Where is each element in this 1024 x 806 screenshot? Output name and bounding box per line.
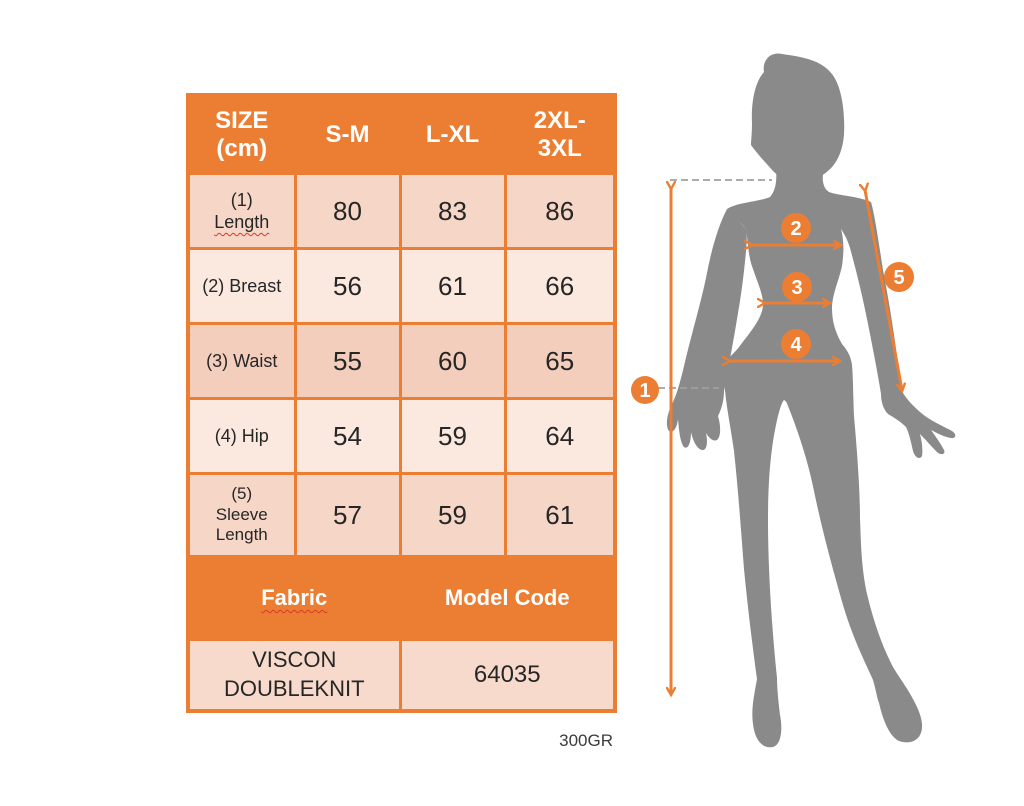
table-row-breast: (2) Breast 56 61 66 bbox=[186, 247, 617, 325]
marker-4-num: 4 bbox=[790, 334, 802, 356]
marker-1-num: 1 bbox=[639, 380, 650, 402]
hip-2xl3xl: 64 bbox=[503, 397, 617, 475]
marker-2: 2 bbox=[781, 213, 811, 243]
header-size-lxl: L-XL bbox=[398, 93, 507, 175]
weight-note: 300GR bbox=[559, 731, 613, 750]
table-band-row: Fabric Model Code bbox=[186, 555, 617, 641]
model-code-value: 64035 bbox=[398, 638, 617, 713]
table-bottom-row: VISCON DOUBLEKNIT 64035 bbox=[186, 638, 617, 713]
table-row-length: (1) Length 80 83 86 bbox=[186, 172, 617, 250]
sleeve-arrow bbox=[865, 190, 902, 390]
breast-sm: 56 bbox=[293, 247, 402, 325]
breast-2xl3xl: 66 bbox=[503, 247, 617, 325]
marker-3-num: 3 bbox=[791, 277, 802, 299]
row-label-length: (1) Length bbox=[186, 172, 297, 250]
fabric-header: Fabric bbox=[186, 555, 402, 641]
model-code-header: Model Code bbox=[398, 555, 617, 641]
row-label-breast: (2) Breast bbox=[186, 247, 297, 325]
length-lxl: 83 bbox=[398, 172, 507, 250]
row-label-sleeve-length: (5) Sleeve Length bbox=[186, 472, 297, 558]
table-header-row: SIZE (cm) S-M L-XL 2XL- 3XL bbox=[186, 93, 617, 175]
table-row-sleeve-length: (5) Sleeve Length 57 59 61 bbox=[186, 472, 617, 558]
size-chart-table: SIZE (cm) S-M L-XL 2XL- 3XL (1) Length bbox=[186, 93, 617, 713]
header-size-2xl3xl: 2XL- 3XL bbox=[503, 93, 617, 175]
female-silhouette bbox=[666, 53, 956, 748]
marker-4: 4 bbox=[781, 329, 811, 359]
marker-2-num: 2 bbox=[790, 218, 801, 240]
row-label-hip: (4) Hip bbox=[186, 397, 297, 475]
header-size-cm: SIZE (cm) bbox=[186, 93, 297, 175]
header-size-sm: S-M bbox=[293, 93, 402, 175]
marker-5-num: 5 bbox=[893, 267, 904, 289]
marker-3: 3 bbox=[782, 272, 812, 302]
row-label-waist: (3) Waist bbox=[186, 322, 297, 400]
length-2xl3xl: 86 bbox=[503, 172, 617, 250]
fabric-value: VISCON DOUBLEKNIT bbox=[186, 638, 402, 713]
table-row-hip: (4) Hip 54 59 64 bbox=[186, 397, 617, 475]
marker-5: 5 bbox=[884, 262, 914, 292]
table-row-waist: (3) Waist 55 60 65 bbox=[186, 322, 617, 400]
length-sm: 80 bbox=[293, 172, 402, 250]
measurement-figure: 1 2 3 4 5 bbox=[620, 30, 1020, 775]
female-silhouette-diagram: 1 2 3 4 5 bbox=[631, 53, 956, 748]
marker-1: 1 bbox=[631, 376, 659, 404]
hip-sm: 54 bbox=[293, 397, 402, 475]
header-size-line1: SIZE bbox=[215, 106, 269, 134]
sleeve-2xl3xl: 61 bbox=[503, 472, 617, 558]
waist-2xl3xl: 65 bbox=[503, 322, 617, 400]
waist-sm: 55 bbox=[293, 322, 402, 400]
sleeve-sm: 57 bbox=[293, 472, 402, 558]
hip-lxl: 59 bbox=[398, 397, 507, 475]
waist-lxl: 60 bbox=[398, 322, 507, 400]
size-chart-table-wrap: SIZE (cm) S-M L-XL 2XL- 3XL (1) Length bbox=[186, 93, 617, 713]
breast-lxl: 61 bbox=[398, 247, 507, 325]
header-size-line2: (cm) bbox=[216, 134, 268, 162]
sleeve-lxl: 59 bbox=[398, 472, 507, 558]
